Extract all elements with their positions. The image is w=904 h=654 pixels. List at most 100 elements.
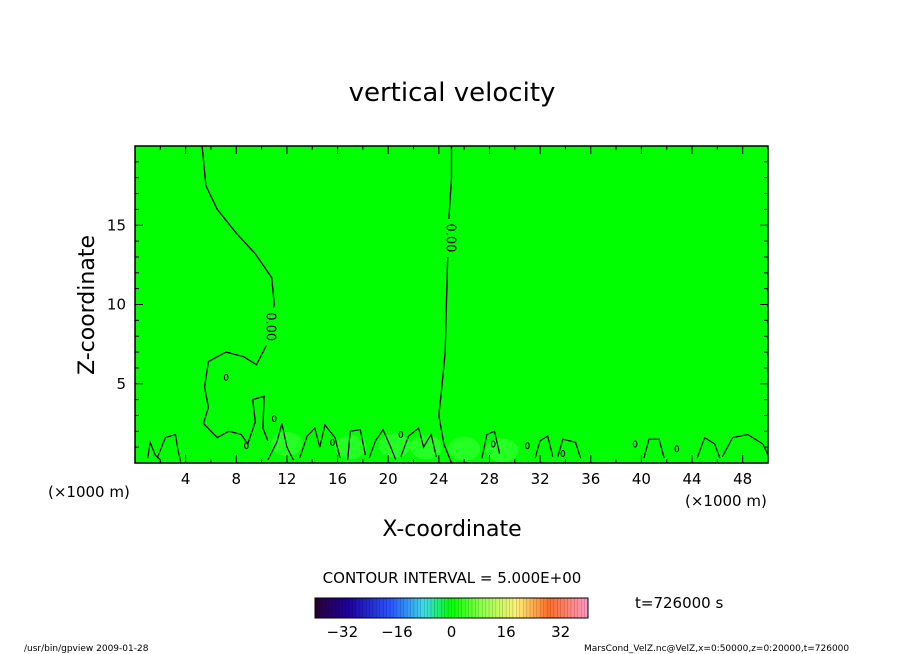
y-tick-label-1: 10 [107, 296, 126, 314]
colorbar-cell [321, 598, 326, 618]
colorbar-cell [393, 598, 398, 618]
colorbar-cell [471, 598, 476, 618]
x-unit-right: (×1000 m) [685, 492, 767, 510]
x-tick-label-11: 48 [733, 470, 752, 488]
small-contour-2 [398, 430, 404, 438]
colorbar-cell [506, 598, 510, 618]
x-tick-label-5: 24 [429, 470, 448, 488]
zero-contour-1 [438, 146, 453, 464]
colorbar-cell [413, 598, 418, 618]
colorbar-cell [342, 598, 347, 618]
colorbar-cell [335, 598, 340, 618]
zero-contour-0 [201, 145, 275, 446]
x-axis-label: X-coordinate [382, 517, 521, 542]
colorbar-cell [495, 598, 500, 618]
colorbar-tick-label-3: 16 [497, 623, 516, 641]
colorbar-tick-label-2: 0 [447, 623, 457, 641]
small-contour-7 [674, 445, 680, 453]
small-contour-1 [271, 415, 277, 423]
contour-labels: 0.00 0.00 [263, 218, 459, 346]
colorbar-cell [318, 598, 323, 618]
colorbar-cell [407, 598, 411, 618]
contour-interval-label: CONTOUR INTERVAL = 5.000E+00 [323, 569, 582, 587]
colorbar-cell [570, 598, 575, 618]
colorbar-cell [369, 598, 374, 618]
near-surface-contour-0 [147, 440, 161, 461]
chart-title: vertical velocity [349, 78, 556, 108]
small-contour-5 [560, 449, 566, 457]
colorbar-cell [325, 598, 330, 618]
colorbar [314, 598, 589, 618]
colorbar-cell [574, 598, 579, 618]
colorbar-cell [410, 598, 415, 618]
colorbar-cell [485, 598, 490, 618]
x-tick-label-8: 36 [581, 470, 600, 488]
x-tick-label-0: 4 [181, 470, 191, 488]
colorbar-cell [543, 598, 548, 618]
near-surface-contour-8 [534, 435, 554, 459]
x-tick-label-7: 32 [531, 470, 550, 488]
colorbar-cell [519, 598, 524, 618]
near-surface-contour-4 [347, 429, 366, 460]
colorbar-cell [557, 598, 562, 618]
field-patch-3 [410, 435, 443, 460]
plot-area [135, 146, 768, 463]
x-unit-left: (×1000 m) [48, 483, 130, 501]
contour-label-bg-1 [444, 218, 459, 257]
colorbar-cell [454, 598, 459, 618]
field-patch-0 [270, 431, 303, 456]
x-tick-label-9: 40 [632, 470, 651, 488]
x-tick-label-10: 44 [682, 470, 701, 488]
colorbar-cell [482, 598, 487, 618]
near-surface-contour-10 [643, 438, 665, 459]
field-patch-1 [334, 435, 367, 460]
colorbar-cell [427, 598, 432, 618]
colorbar-cell [328, 598, 333, 618]
field-patch-4 [448, 436, 481, 461]
y-tick-label-2: 15 [107, 216, 126, 234]
colorbar-cell [523, 598, 527, 618]
colorbar-frame [314, 597, 589, 619]
contour-label-1: 0.00 [443, 223, 458, 252]
near-surface-contour-6 [400, 427, 437, 457]
contour-label-bg-0 [264, 307, 279, 346]
colorbar-cell [376, 598, 381, 618]
small-contour-4 [525, 442, 530, 450]
colorbar-cell [564, 598, 568, 618]
colorbar-cell [492, 598, 497, 618]
colorbar-cell [560, 598, 565, 618]
colorbar-cell [509, 598, 514, 618]
colorbar-cell [373, 598, 377, 618]
colorbar-cell [345, 598, 350, 618]
near-surface-contour-1 [157, 433, 182, 462]
colorbar-cell [403, 598, 408, 618]
x-tick-label-2: 12 [277, 470, 296, 488]
colorbar-cell [577, 598, 582, 618]
x-tick-label-6: 28 [480, 470, 499, 488]
colorbar-cell [417, 598, 422, 618]
near-surface-contour-12 [721, 433, 769, 457]
near-surface-contour-5 [368, 428, 397, 461]
colorbar-ticks: −32 −16 0 16 32 [326, 623, 570, 641]
colorbar-cell [584, 598, 589, 618]
colorbar-cell [478, 598, 483, 618]
x-tick-label-3: 16 [328, 470, 347, 488]
near-surface-contour-11 [696, 436, 721, 459]
small-contour-8 [330, 438, 335, 446]
colorbar-cell [465, 598, 469, 618]
time-label: t=726000 s [635, 594, 723, 612]
colorbar-cell [349, 598, 353, 618]
colorbar-cell [547, 598, 551, 618]
y-axis-label: Z-coordinate [75, 235, 100, 375]
colorbar-cell [448, 598, 452, 618]
colorbar-cell [386, 598, 391, 618]
colorbar-cell [396, 598, 401, 618]
colorbar-cell [489, 598, 493, 618]
colorbar-cell [444, 598, 449, 618]
colorbar-cell [332, 598, 336, 618]
colorbar-cell [526, 598, 531, 618]
colorbar-cell [366, 598, 370, 618]
near-surface-contour-2 [267, 423, 294, 461]
colorbar-cell [468, 598, 473, 618]
